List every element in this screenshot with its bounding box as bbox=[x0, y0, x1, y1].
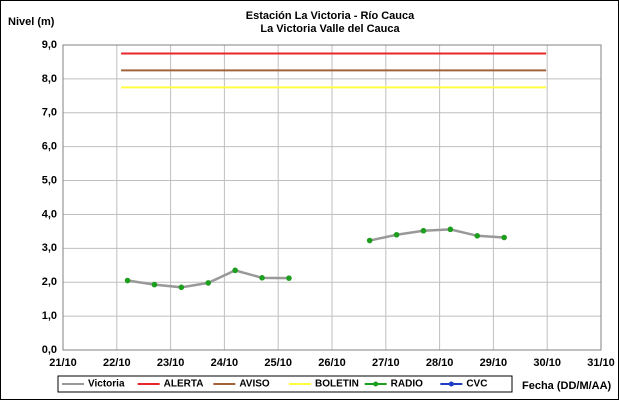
x-tick-label: 26/10 bbox=[318, 357, 346, 369]
y-tick-label: 2,0 bbox=[42, 276, 57, 288]
data-point bbox=[366, 237, 373, 244]
data-point bbox=[232, 267, 238, 274]
y-tick-label: 7,0 bbox=[42, 107, 57, 119]
legend: Victoria ALERTA AVISO BOLETIN RADIO CVC bbox=[57, 375, 513, 393]
data-point bbox=[178, 284, 185, 291]
y-tick-label: 5,0 bbox=[42, 174, 57, 186]
x-tick-label: 27/10 bbox=[372, 357, 400, 369]
y-tick-label: 3,0 bbox=[42, 242, 57, 254]
data-point bbox=[151, 281, 158, 288]
data-point bbox=[286, 275, 292, 281]
legend-label: CVC bbox=[466, 379, 487, 390]
data-point bbox=[474, 232, 481, 239]
x-tick-label: 29/10 bbox=[480, 357, 508, 369]
legend-label: RADIO bbox=[391, 379, 423, 390]
legend-marker bbox=[373, 381, 379, 387]
data-point bbox=[420, 227, 427, 234]
legend-marker bbox=[448, 381, 454, 387]
data-point bbox=[501, 234, 507, 241]
x-tick-label: 21/10 bbox=[49, 357, 77, 369]
y-axis-label: Nivel (m) bbox=[8, 16, 55, 28]
legend-label: ALERTA bbox=[164, 379, 204, 390]
legend-label: Victoria bbox=[88, 379, 125, 390]
x-tick-label: 22/10 bbox=[103, 357, 131, 369]
x-axis-label: Fecha (DD/M/AA) bbox=[522, 380, 612, 392]
data-point bbox=[393, 231, 400, 238]
legend-label: BOLETIN bbox=[315, 379, 359, 390]
y-tick-label: 8,0 bbox=[42, 73, 57, 85]
y-tick-label: 6,0 bbox=[42, 141, 57, 153]
data-point bbox=[205, 280, 212, 286]
plot-area bbox=[62, 44, 602, 351]
x-tick-label: 31/10 bbox=[587, 357, 615, 369]
legend-box bbox=[57, 375, 513, 393]
legend-label: AVISO bbox=[239, 379, 270, 390]
data-point bbox=[447, 226, 454, 233]
data-point bbox=[124, 277, 131, 284]
y-tick-label: 4,0 bbox=[42, 208, 57, 220]
x-tick-label: 24/10 bbox=[211, 357, 239, 369]
y-tick-label: 1,0 bbox=[42, 310, 57, 322]
x-tick-label: 25/10 bbox=[264, 357, 292, 369]
y-tick-label: 9,0 bbox=[42, 39, 57, 51]
x-tick-label: 23/10 bbox=[157, 357, 185, 369]
x-tick-label: 30/10 bbox=[533, 357, 561, 369]
chart-subtitle: La Victoria Valle del Cauca bbox=[260, 23, 400, 35]
y-tick-label: 0,0 bbox=[42, 344, 57, 356]
chart-title: Estación La Victoria - Río Cauca bbox=[246, 10, 415, 22]
data-point bbox=[259, 275, 265, 281]
x-tick-label: 28/10 bbox=[426, 357, 454, 369]
